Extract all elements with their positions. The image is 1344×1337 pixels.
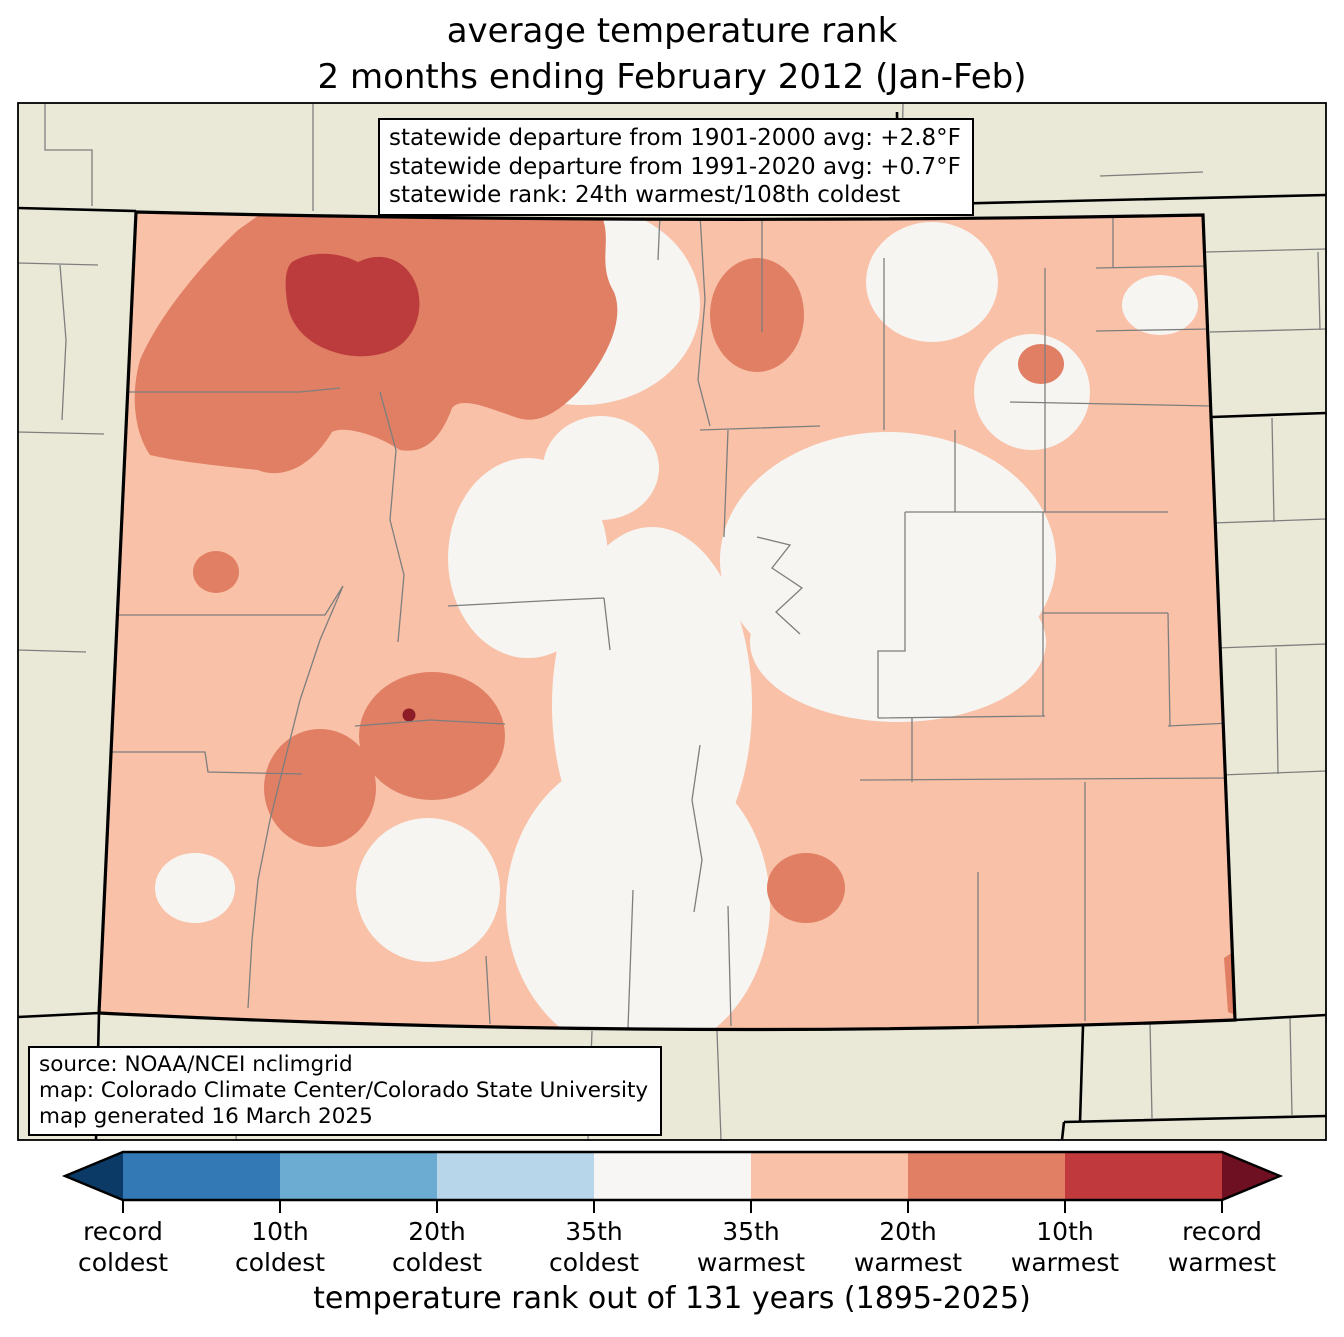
colorbar-arrow-left xyxy=(65,1152,123,1200)
colorbar-seg-7 xyxy=(1065,1152,1222,1200)
colorbar-ticks xyxy=(122,1200,1223,1213)
figure-title: average temperature rank 2 months ending… xyxy=(0,8,1344,100)
colorbar-seg-4 xyxy=(594,1152,751,1200)
county-lines xyxy=(99,213,1233,1029)
colorbar-axis-label: temperature rank out of 131 years (1895-… xyxy=(313,1281,1031,1316)
source-line-3: map generated 16 March 2025 xyxy=(39,1104,373,1129)
colorbar-tick-label-35th-warmest: 35th warmest xyxy=(696,1217,806,1277)
source-line-2: map: Colorado Climate Center/Colorado St… xyxy=(39,1078,649,1103)
near-normal-regions xyxy=(155,212,1198,1030)
colorbar-seg-1 xyxy=(123,1152,280,1200)
colorbar-tick-label-20th-coldest: 20th coldest xyxy=(391,1217,483,1277)
stats-line-2: statewide departure from 1991-2020 avg: … xyxy=(389,153,961,180)
colorbar xyxy=(61,1150,1284,1213)
colorbar-tick-label-10th-coldest: 10th coldest xyxy=(234,1217,326,1277)
record-warm-dot xyxy=(402,708,416,722)
warm-10th-region xyxy=(285,253,420,357)
title-line-1: average temperature rank xyxy=(446,11,898,51)
colorbar-tick-label-35th-coldest: 35th coldest xyxy=(548,1217,640,1277)
colorbar-seg-6 xyxy=(908,1152,1065,1200)
colorbar-seg-3 xyxy=(437,1152,594,1200)
statewide-stats-box: statewide departure from 1901-2000 avg: … xyxy=(378,118,974,216)
source-line-1: source: NOAA/NCEI nclimgrid xyxy=(39,1052,353,1077)
colorbar-arrow-right xyxy=(1222,1152,1280,1200)
colorbar-tick-label-record-coldest: record coldest xyxy=(77,1217,169,1277)
stats-line-1: statewide departure from 1901-2000 avg: … xyxy=(389,125,961,151)
colorado-border xyxy=(97,210,1237,1032)
colorbar-tick-label-10th-warmest: 10th warmest xyxy=(1010,1217,1120,1277)
axes-frame xyxy=(17,102,1327,1141)
colorbar-tick-label-record-warmest: record warmest xyxy=(1167,1217,1277,1277)
colorbar-tick-label-20th-warmest: 20th warmest xyxy=(853,1217,963,1277)
stats-line-3: statewide rank: 24th warmest/108th colde… xyxy=(389,182,901,208)
title-line-2: 2 months ending February 2012 (Jan-Feb) xyxy=(317,57,1027,97)
colorbar-seg-5 xyxy=(751,1152,908,1200)
source-attribution-box: source: NOAA/NCEI nclimgrid map: Colorad… xyxy=(28,1046,662,1136)
colorbar-seg-2 xyxy=(280,1152,437,1200)
